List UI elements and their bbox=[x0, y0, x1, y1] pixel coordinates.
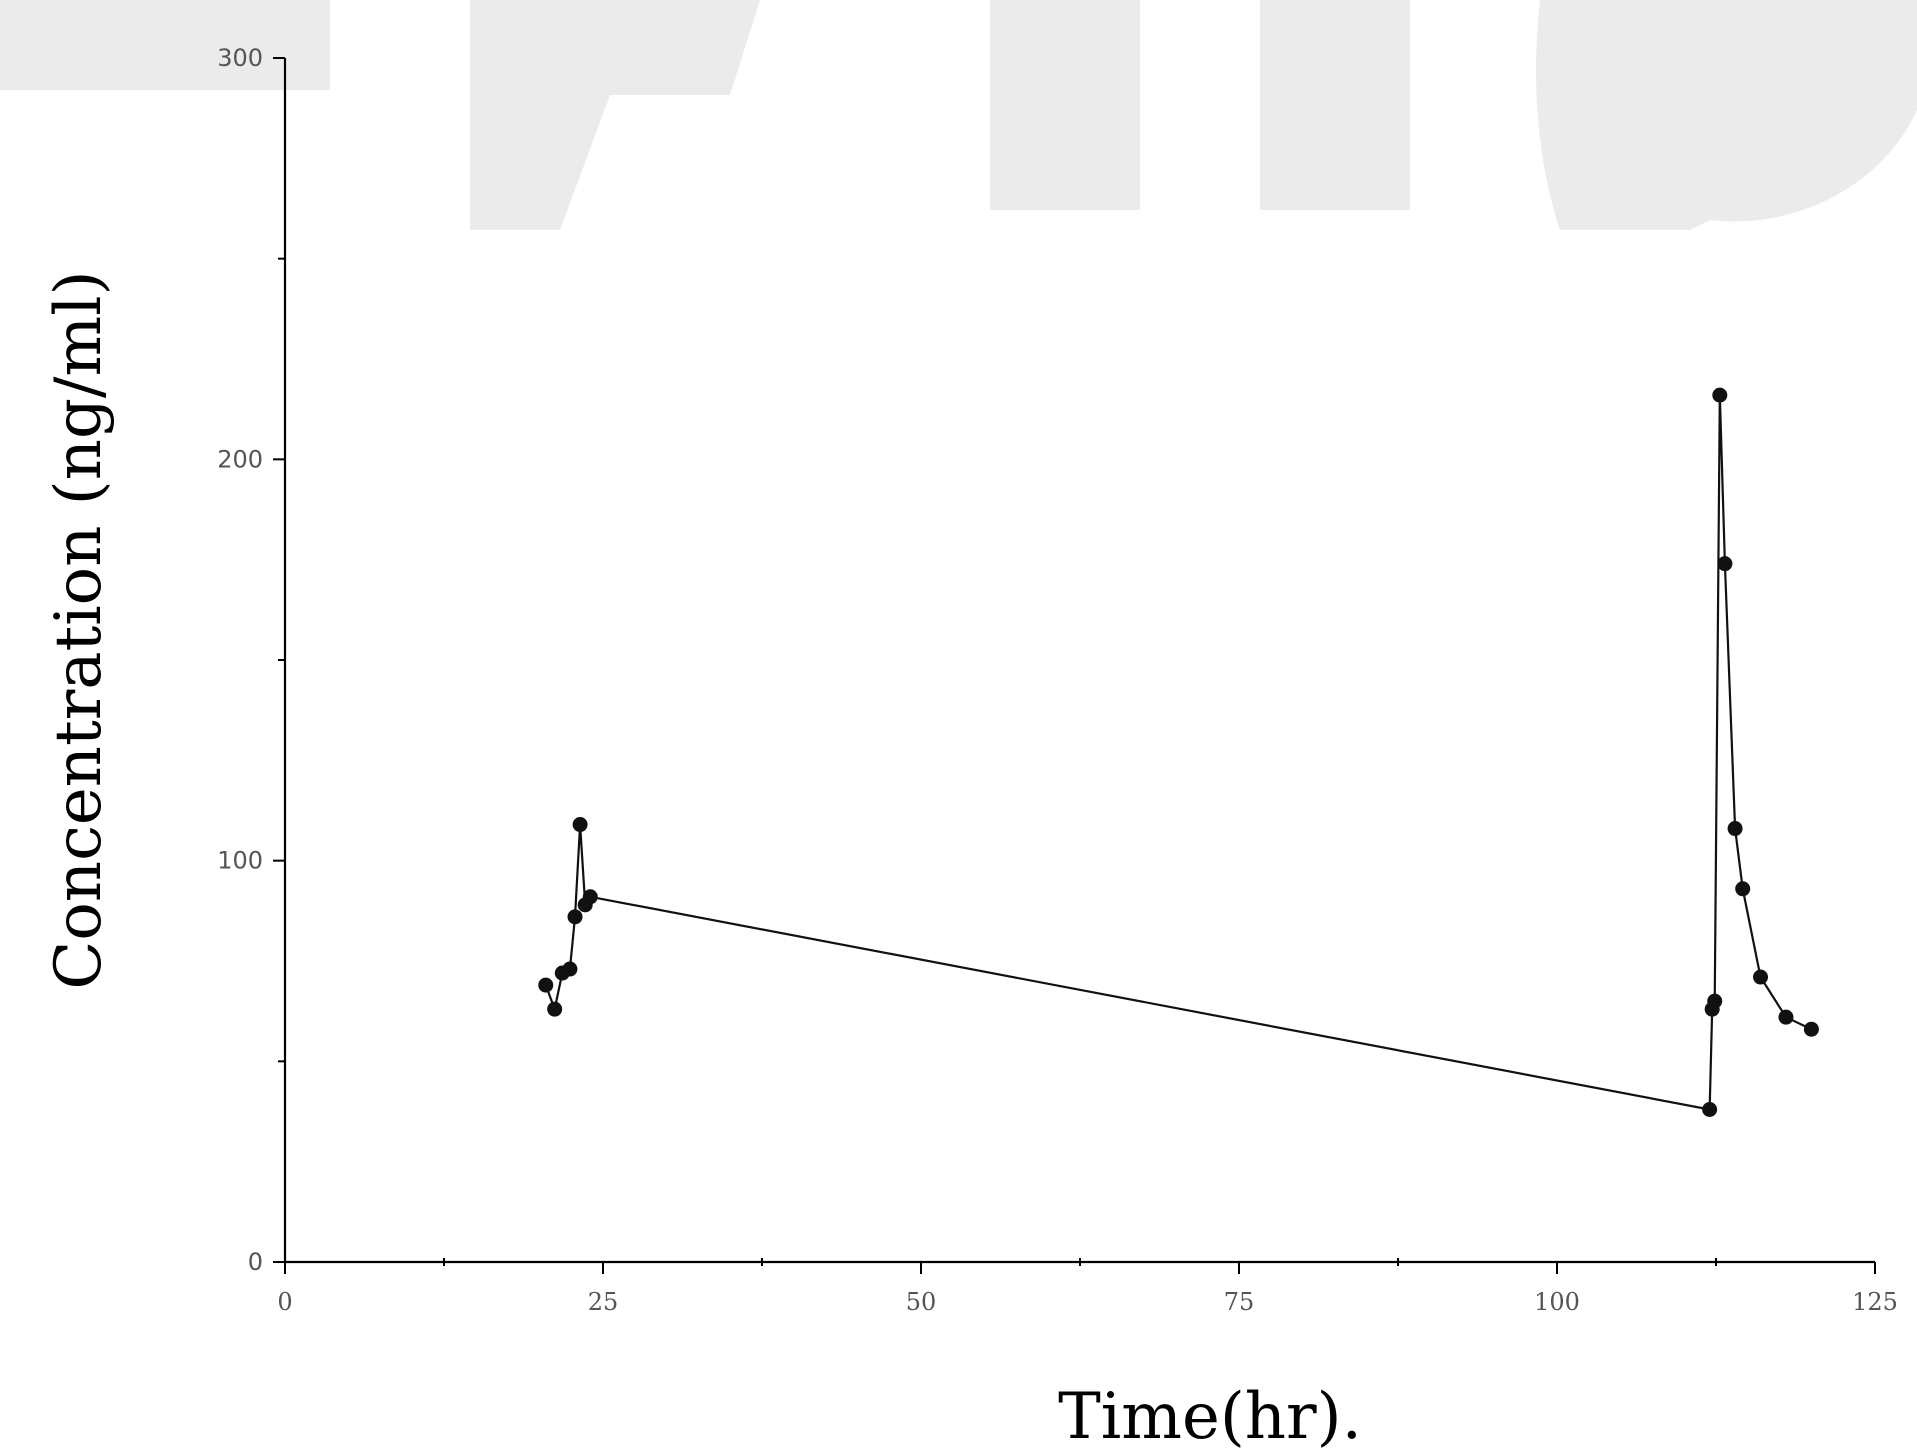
x-tick-label: 50 bbox=[906, 1288, 937, 1316]
x-tick-label: 100 bbox=[1534, 1288, 1580, 1316]
concentration-data-point bbox=[538, 977, 554, 993]
watermark bbox=[0, 0, 1917, 230]
y-tick-label: 0 bbox=[248, 1248, 263, 1276]
concentration-series-line bbox=[544, 395, 1812, 1111]
concentration-data-point bbox=[572, 817, 588, 833]
concentration-data-point bbox=[562, 961, 578, 977]
concentration-series bbox=[538, 387, 1819, 1117]
concentration-data-point bbox=[582, 889, 598, 905]
watermark-shape-h-left bbox=[990, 0, 1140, 210]
y-axis-ticks: 0 100 200 300 bbox=[217, 44, 285, 1276]
concentration-data-point bbox=[1803, 1021, 1819, 1037]
concentration-data-point bbox=[1717, 556, 1733, 572]
concentration-data-point bbox=[1735, 881, 1751, 897]
concentration-data-point bbox=[1702, 1101, 1718, 1117]
x-tick-label: 25 bbox=[588, 1288, 619, 1316]
watermark-shape-h-right bbox=[1260, 0, 1410, 210]
series-layer bbox=[538, 387, 1819, 1117]
x-tick-label: 75 bbox=[1224, 1288, 1255, 1316]
concentration-data-point bbox=[1707, 993, 1723, 1009]
watermark-shape-left bbox=[0, 0, 330, 90]
watermark-shape-g bbox=[1536, 0, 1917, 230]
concentration-data-point bbox=[547, 1001, 563, 1017]
concentration-data-point bbox=[1778, 1009, 1794, 1025]
concentration-data-point bbox=[1727, 821, 1743, 837]
x-axis-ticks: 0 25 50 75 100 125 bbox=[277, 1258, 1898, 1316]
x-tick-label: 0 bbox=[277, 1288, 292, 1316]
axes: 0 100 200 300 0 25 50 75 100 125 bbox=[217, 44, 1898, 1316]
concentration-data-point bbox=[1712, 387, 1728, 403]
watermark-shape-a bbox=[470, 0, 760, 230]
concentration-data-point bbox=[567, 909, 583, 925]
concentration-data-point bbox=[1753, 969, 1769, 985]
x-axis-title: Time(hr). bbox=[1058, 1380, 1362, 1453]
x-tick-label: 125 bbox=[1852, 1288, 1898, 1316]
y-tick-label: 100 bbox=[217, 847, 263, 875]
y-tick-label: 200 bbox=[217, 445, 263, 473]
y-tick-label: 300 bbox=[217, 44, 263, 72]
y-axis-title: Concentration (ng/ml) bbox=[42, 270, 116, 989]
